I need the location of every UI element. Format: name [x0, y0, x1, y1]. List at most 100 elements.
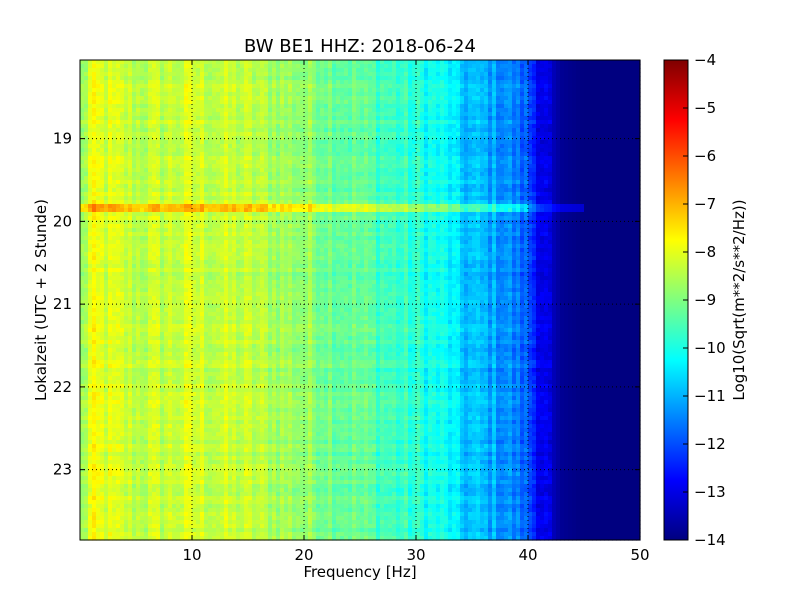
- heatmap-cell: [532, 112, 537, 117]
- heatmap-cell: [364, 196, 369, 201]
- heatmap-cell: [256, 84, 261, 89]
- heatmap-cell: [144, 80, 149, 85]
- heatmap-cell: [452, 160, 457, 165]
- heatmap-cell: [248, 80, 253, 85]
- heatmap-cell: [280, 172, 285, 177]
- heatmap-cell: [92, 156, 97, 161]
- heatmap-cell: [248, 124, 253, 129]
- heatmap-cell: [284, 144, 289, 149]
- heatmap-cell: [352, 64, 357, 69]
- heatmap-cell: [88, 160, 93, 165]
- heatmap-cell: [260, 156, 265, 161]
- heatmap-cell: [244, 80, 249, 85]
- heatmap-cell: [476, 76, 481, 81]
- heatmap-cell: [156, 196, 161, 201]
- heatmap-cell: [236, 160, 241, 165]
- heatmap-cell: [456, 136, 461, 141]
- heatmap-cell: [316, 160, 321, 165]
- heatmap-cell: [632, 124, 637, 129]
- heatmap-cell: [628, 104, 633, 109]
- heatmap-cell: [168, 172, 173, 177]
- heatmap-cell: [576, 160, 581, 165]
- heatmap-cell: [268, 64, 273, 69]
- heatmap-cell: [564, 112, 569, 117]
- heatmap-cell: [152, 100, 157, 105]
- heatmap-cell: [152, 92, 157, 97]
- heatmap-cell: [316, 112, 321, 117]
- heatmap-cell: [96, 164, 101, 169]
- heatmap-cell: [552, 72, 557, 77]
- heatmap-cell: [496, 112, 501, 117]
- heatmap-cell: [620, 116, 625, 121]
- heatmap-cell: [208, 168, 213, 173]
- heatmap-cell: [560, 176, 565, 181]
- heatmap-cell: [372, 164, 377, 169]
- heatmap-cell: [184, 152, 189, 157]
- heatmap-cell: [268, 136, 273, 141]
- heatmap-cell: [136, 160, 141, 165]
- heatmap-cell: [292, 128, 297, 133]
- heatmap-cell: [80, 180, 85, 185]
- heatmap-cell: [144, 164, 149, 169]
- heatmap-cell: [312, 184, 317, 189]
- heatmap-cell: [180, 72, 185, 77]
- heatmap-cell: [196, 196, 201, 201]
- heatmap-cell: [100, 148, 105, 153]
- heatmap-cell: [124, 192, 129, 197]
- heatmap-cell: [224, 116, 229, 121]
- heatmap-cell: [284, 192, 289, 197]
- heatmap-cell: [440, 168, 445, 173]
- heatmap-cell: [120, 172, 125, 177]
- heatmap-cell: [628, 148, 633, 153]
- heatmap-cell: [344, 76, 349, 81]
- heatmap-cell: [92, 180, 97, 185]
- heatmap-cell: [216, 112, 221, 117]
- heatmap-cell: [132, 188, 137, 193]
- heatmap-cell: [608, 80, 613, 85]
- heatmap-cell: [292, 72, 297, 77]
- heatmap-cell: [232, 100, 237, 105]
- heatmap-cell: [560, 192, 565, 197]
- heatmap-cell: [248, 116, 253, 121]
- heatmap-cell: [628, 120, 633, 125]
- heatmap-cell: [132, 144, 137, 149]
- heatmap-cell: [404, 136, 409, 141]
- heatmap-cell: [488, 68, 493, 73]
- heatmap-cell: [304, 120, 309, 125]
- heatmap-cell: [548, 128, 553, 133]
- heatmap-cell: [352, 184, 357, 189]
- heatmap-cell: [620, 60, 625, 65]
- heatmap-cell: [596, 180, 601, 185]
- heatmap-cell: [208, 172, 213, 177]
- heatmap-cell: [516, 128, 521, 133]
- heatmap-cell: [500, 84, 505, 89]
- heatmap-cell: [300, 84, 305, 89]
- heatmap-cell: [624, 132, 629, 137]
- heatmap-cell: [332, 140, 337, 145]
- heatmap-cell: [448, 124, 453, 129]
- heatmap-cell: [444, 88, 449, 93]
- heatmap-cell: [176, 120, 181, 125]
- heatmap-cell: [208, 112, 213, 117]
- heatmap-cell: [360, 180, 365, 185]
- heatmap-cell: [224, 72, 229, 77]
- heatmap-cell: [252, 124, 257, 129]
- heatmap-cell: [408, 112, 413, 117]
- heatmap-cell: [356, 128, 361, 133]
- heatmap-cell: [168, 124, 173, 129]
- heatmap-cell: [152, 72, 157, 77]
- heatmap-cell: [160, 136, 165, 141]
- heatmap-cell: [256, 136, 261, 141]
- heatmap-cell: [112, 100, 117, 105]
- heatmap-cell: [372, 152, 377, 157]
- heatmap-cell: [108, 100, 113, 105]
- heatmap-cell: [208, 144, 213, 149]
- heatmap-cell: [224, 148, 229, 153]
- heatmap-cell: [412, 180, 417, 185]
- heatmap-cell: [380, 196, 385, 201]
- heatmap-cell: [212, 104, 217, 109]
- heatmap-cell: [448, 92, 453, 97]
- heatmap-cell: [172, 128, 177, 133]
- heatmap-cell: [252, 140, 257, 145]
- heatmap-cell: [260, 148, 265, 153]
